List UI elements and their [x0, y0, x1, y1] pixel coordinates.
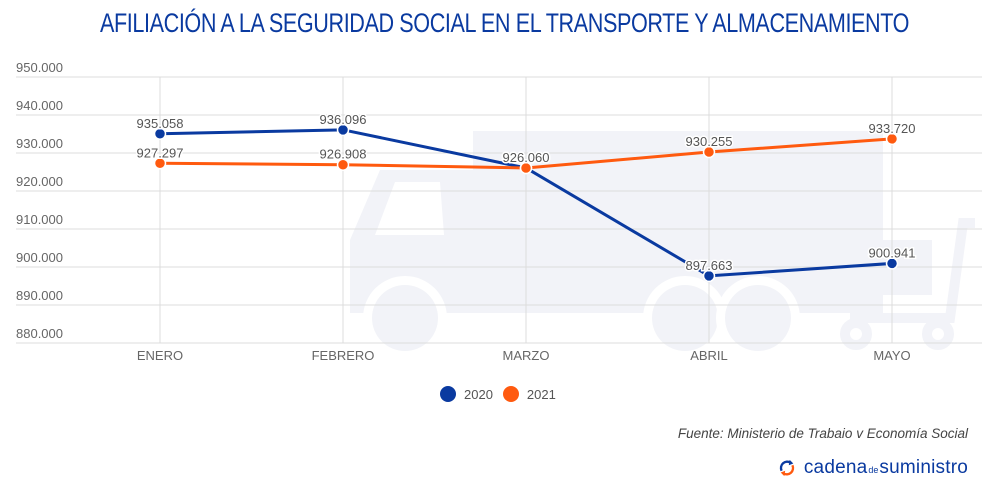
- data-point-2021[interactable]: [702, 145, 716, 159]
- grid: [16, 76, 982, 344]
- y-tick-label: 890.000: [16, 288, 63, 303]
- legend-item-2020[interactable]: 2020: [440, 386, 493, 402]
- legend-label-2021: 2021: [526, 386, 556, 402]
- data-point-2020[interactable]: [885, 257, 899, 270]
- data-label-2020: 936.096: [320, 112, 367, 127]
- x-tick-label: ABRIL: [690, 348, 728, 363]
- data-point-2020[interactable]: [702, 269, 716, 283]
- data-label-2021: 926.908: [320, 147, 367, 162]
- legend: 2020 2021: [440, 386, 566, 402]
- x-tick-label: ENERO: [137, 348, 183, 363]
- logo-text-suministro: suministro: [879, 457, 968, 478]
- data-label-2020: 935.058: [137, 116, 184, 131]
- y-axis: 950.000 940.000 930.000 920.000 910.000 900.0…: [16, 60, 63, 341]
- data-label-2021: 933.720: [869, 121, 916, 136]
- legend-marker-2020: [440, 386, 456, 402]
- cycle-arrows-icon: [779, 459, 795, 477]
- brand-logo: cadena de suministro: [778, 457, 968, 479]
- series-group: 935.058 936.096 926.060 897.663 900.941 927.2…: [135, 110, 917, 283]
- data-point-2021[interactable]: [885, 132, 899, 146]
- x-axis: ENERO FEBRERO MARZO ABRIL MAYO: [137, 348, 911, 363]
- legend-marker-2021: [502, 386, 519, 402]
- cart-background-icon: [840, 218, 975, 350]
- x-tick-label: MAYO: [873, 348, 910, 363]
- legend-item-2021[interactable]: 2021: [502, 386, 556, 402]
- y-tick-label: 910.000: [16, 212, 63, 227]
- source-note: Fuente: Ministerio de Trabaio v Economía…: [677, 426, 968, 441]
- y-tick-label: 900.000: [16, 250, 63, 265]
- y-tick-label: 880.000: [16, 326, 63, 341]
- logo-text-cadena: cadena: [803, 457, 868, 478]
- data-point-2021[interactable]: [519, 161, 533, 175]
- data-point-2020[interactable]: [336, 123, 350, 137]
- data-label-2020: 897.663: [686, 258, 733, 273]
- y-tick-label: 950.000: [16, 60, 63, 75]
- data-label-2020: 926.060: [503, 150, 550, 165]
- data-label-2020: 900.941: [869, 245, 916, 260]
- truck-background-icon: [350, 131, 883, 360]
- chart-title: AFILIACIÓN A LA SEGURIDAD SOCIAL EN EL T…: [100, 8, 910, 38]
- y-tick-label: 920.000: [16, 174, 63, 189]
- legend-label-2020: 2020: [464, 386, 493, 402]
- y-tick-label: 940.000: [16, 98, 63, 113]
- data-label-2021: 927.297: [137, 145, 184, 160]
- y-tick-label: 930.000: [16, 136, 63, 151]
- x-tick-label: MARZO: [503, 348, 550, 363]
- data-point-2020[interactable]: [153, 127, 167, 141]
- data-point-2021[interactable]: [153, 157, 167, 170]
- data-label-2021: 926.060: [503, 150, 550, 165]
- logo-text-de: de: [868, 465, 879, 475]
- x-tick-label: FEBRERO: [312, 348, 375, 363]
- data-point-2021[interactable]: [336, 158, 350, 171]
- data-label-2021: 930.255: [686, 134, 733, 149]
